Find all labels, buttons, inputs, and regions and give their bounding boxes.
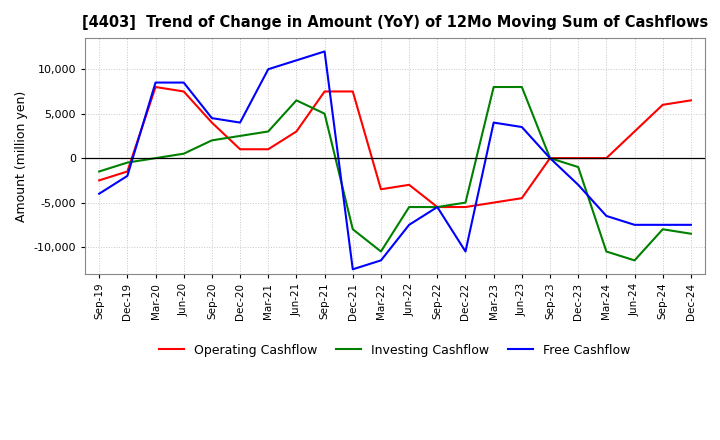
Operating Cashflow xyxy=(687,98,696,103)
Investing Cashflow xyxy=(377,249,385,254)
Investing Cashflow xyxy=(574,165,582,170)
Free Cashflow xyxy=(320,49,329,54)
Operating Cashflow xyxy=(235,147,244,152)
Operating Cashflow xyxy=(630,129,639,134)
Line: Operating Cashflow: Operating Cashflow xyxy=(99,87,691,207)
Operating Cashflow xyxy=(95,178,104,183)
Free Cashflow xyxy=(264,66,273,72)
Free Cashflow xyxy=(574,182,582,187)
Operating Cashflow xyxy=(151,84,160,90)
Free Cashflow xyxy=(518,125,526,130)
Investing Cashflow xyxy=(292,98,301,103)
Free Cashflow xyxy=(433,205,441,210)
Operating Cashflow xyxy=(320,89,329,94)
Y-axis label: Amount (million yen): Amount (million yen) xyxy=(15,90,28,222)
Operating Cashflow xyxy=(264,147,273,152)
Operating Cashflow xyxy=(602,155,611,161)
Operating Cashflow xyxy=(377,187,385,192)
Investing Cashflow xyxy=(433,205,441,210)
Operating Cashflow xyxy=(179,89,188,94)
Investing Cashflow xyxy=(179,151,188,156)
Investing Cashflow xyxy=(630,258,639,263)
Free Cashflow xyxy=(123,173,132,179)
Free Cashflow xyxy=(292,58,301,63)
Investing Cashflow xyxy=(602,249,611,254)
Operating Cashflow xyxy=(574,155,582,161)
Investing Cashflow xyxy=(348,227,357,232)
Free Cashflow xyxy=(151,80,160,85)
Investing Cashflow xyxy=(207,138,216,143)
Free Cashflow xyxy=(630,222,639,227)
Operating Cashflow xyxy=(518,195,526,201)
Operating Cashflow xyxy=(348,89,357,94)
Free Cashflow xyxy=(179,80,188,85)
Investing Cashflow xyxy=(658,227,667,232)
Investing Cashflow xyxy=(462,200,470,205)
Operating Cashflow xyxy=(490,200,498,205)
Operating Cashflow xyxy=(433,205,441,210)
Free Cashflow xyxy=(462,249,470,254)
Investing Cashflow xyxy=(320,111,329,116)
Operating Cashflow xyxy=(462,205,470,210)
Operating Cashflow xyxy=(405,182,413,187)
Free Cashflow xyxy=(546,155,554,161)
Free Cashflow xyxy=(377,258,385,263)
Investing Cashflow xyxy=(490,84,498,90)
Operating Cashflow xyxy=(292,129,301,134)
Line: Free Cashflow: Free Cashflow xyxy=(99,51,691,269)
Legend: Operating Cashflow, Investing Cashflow, Free Cashflow: Operating Cashflow, Investing Cashflow, … xyxy=(154,339,636,362)
Investing Cashflow xyxy=(687,231,696,236)
Investing Cashflow xyxy=(123,160,132,165)
Line: Investing Cashflow: Investing Cashflow xyxy=(99,87,691,260)
Free Cashflow xyxy=(235,120,244,125)
Free Cashflow xyxy=(687,222,696,227)
Operating Cashflow xyxy=(123,169,132,174)
Free Cashflow xyxy=(348,267,357,272)
Investing Cashflow xyxy=(95,169,104,174)
Free Cashflow xyxy=(405,222,413,227)
Operating Cashflow xyxy=(546,155,554,161)
Operating Cashflow xyxy=(207,120,216,125)
Free Cashflow xyxy=(95,191,104,196)
Operating Cashflow xyxy=(658,102,667,107)
Free Cashflow xyxy=(490,120,498,125)
Free Cashflow xyxy=(207,115,216,121)
Investing Cashflow xyxy=(518,84,526,90)
Investing Cashflow xyxy=(264,129,273,134)
Free Cashflow xyxy=(658,222,667,227)
Title: [4403]  Trend of Change in Amount (YoY) of 12Mo Moving Sum of Cashflows: [4403] Trend of Change in Amount (YoY) o… xyxy=(82,15,708,30)
Free Cashflow xyxy=(602,213,611,219)
Investing Cashflow xyxy=(546,155,554,161)
Investing Cashflow xyxy=(405,205,413,210)
Investing Cashflow xyxy=(151,155,160,161)
Investing Cashflow xyxy=(235,133,244,139)
